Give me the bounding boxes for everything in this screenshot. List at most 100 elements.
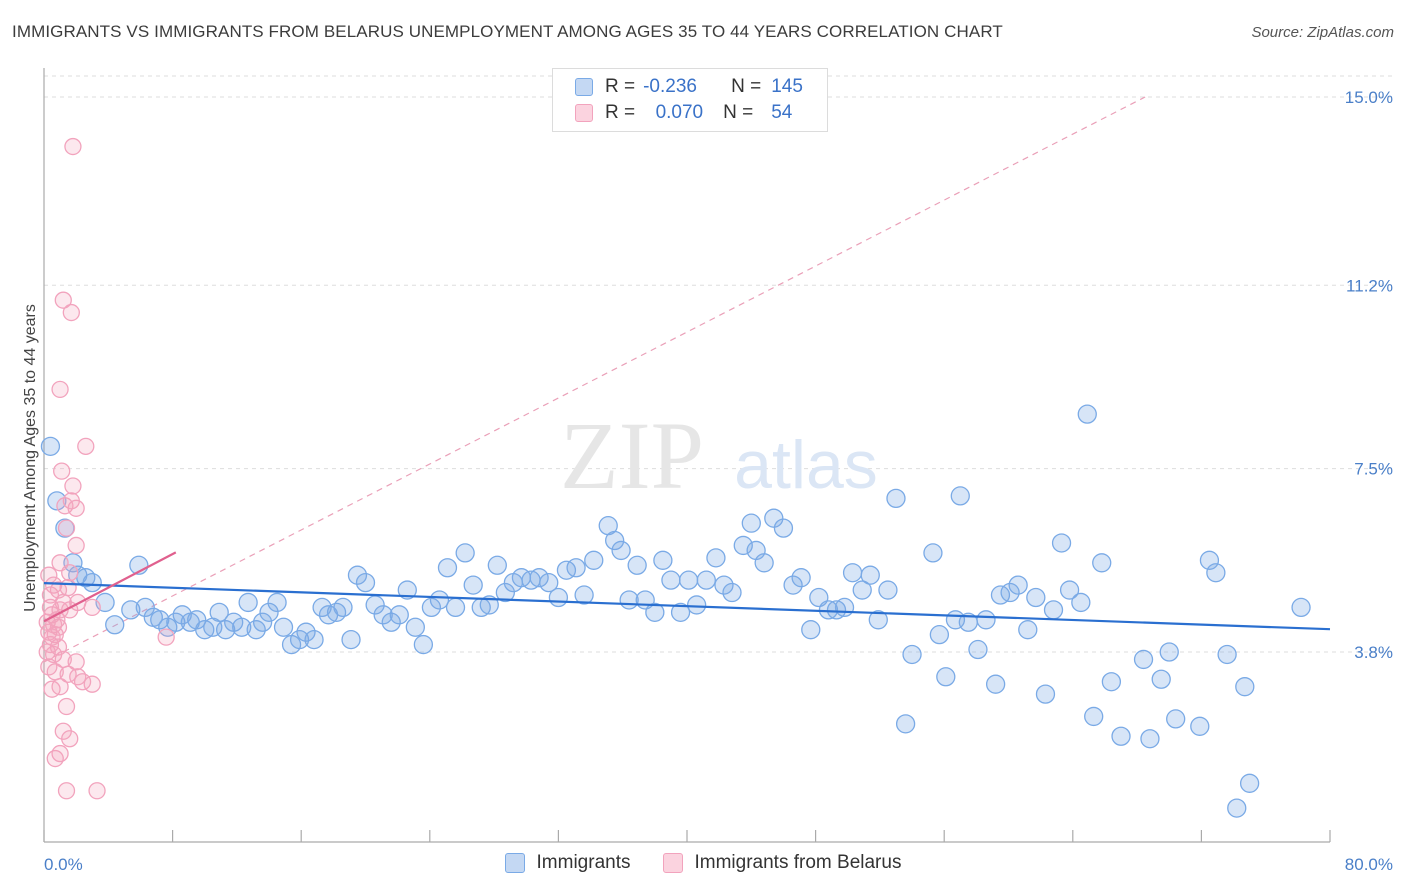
immigrants-point	[1018, 620, 1038, 640]
immigrants-point	[1092, 553, 1112, 573]
watermark-zip: ZIP	[560, 402, 704, 509]
immigrants-point	[1166, 709, 1186, 729]
belarus-point	[69, 668, 87, 686]
immigrants-point	[842, 563, 863, 583]
belarus-point	[59, 578, 77, 597]
n-label: N =	[731, 76, 762, 97]
r-label: R =	[605, 76, 636, 97]
r-value: -0.236	[643, 76, 697, 97]
belarus-point	[57, 782, 76, 800]
immigrants-point	[397, 580, 417, 600]
immigrants-point	[929, 625, 950, 645]
immigrants-point	[1035, 684, 1056, 704]
belarus-point	[64, 137, 82, 156]
legend-row-immigrants: R = -0.236 N = 145	[575, 74, 803, 100]
r-value: 0.070	[655, 102, 704, 123]
n-value: 54	[771, 102, 793, 123]
belarus-point	[83, 598, 101, 617]
belarus-point	[67, 499, 85, 517]
immigrants-point	[1059, 580, 1080, 600]
legend-item-belarus: Immigrants from Belarus	[662, 852, 902, 874]
immigrants-point	[902, 644, 922, 665]
immigrants-point	[1077, 404, 1097, 424]
immigrants-point	[373, 605, 393, 625]
watermark: ZIP atlas	[560, 402, 878, 509]
belarus-point	[67, 536, 85, 555]
immigrants-point	[611, 540, 631, 561]
immigrants-point	[495, 582, 516, 603]
immigrants-point	[487, 555, 507, 575]
immigrants-point	[923, 543, 943, 563]
immigrants-point	[1190, 716, 1210, 736]
axes	[43, 68, 1331, 843]
source-credit: Source: ZipAtlas.com	[1251, 24, 1394, 41]
immigrants-point	[1239, 773, 1260, 793]
immigrants-point	[429, 590, 450, 610]
immigrants-point	[619, 590, 639, 610]
immigrants-point	[326, 602, 347, 623]
legend-label-belarus: Immigrants from Belarus	[694, 852, 902, 873]
immigrants-point	[252, 612, 273, 632]
immigrants-point	[82, 572, 102, 593]
immigrants-point	[187, 610, 207, 630]
immigrants-point	[566, 558, 586, 578]
immigrants-point	[421, 597, 442, 618]
immigrants-point	[741, 513, 761, 533]
immigrants-point	[238, 592, 258, 613]
immigrants-point	[341, 629, 361, 650]
belarus-point	[77, 437, 95, 456]
immigrants-point	[773, 518, 794, 538]
immigrants-point	[355, 572, 376, 593]
belarus-legend-swatch	[662, 853, 683, 873]
belarus-point	[44, 576, 63, 594]
belarus-point	[64, 477, 82, 495]
belarus-point	[51, 380, 69, 399]
immigrants-point	[539, 572, 559, 593]
immigrants-point	[1084, 706, 1104, 727]
immigrants-point	[40, 436, 61, 457]
diagonal-reference-line	[43, 96, 1146, 663]
trend-lines	[43, 551, 1331, 631]
immigrants-point	[259, 602, 279, 623]
x-tick-label: 0.0%	[44, 855, 83, 874]
immigrants-point	[661, 570, 681, 590]
belarus-point	[88, 782, 106, 800]
immigrants-point	[1235, 677, 1255, 697]
immigrants-point	[463, 575, 483, 595]
belarus-point	[53, 462, 71, 480]
immigrants-point	[333, 597, 353, 618]
immigrants-point	[166, 612, 186, 632]
immigrants-point	[47, 491, 67, 511]
immigrants-point	[1206, 563, 1226, 583]
immigrants-point	[479, 595, 499, 615]
immigrants-point	[246, 620, 266, 640]
immigrants-point	[985, 674, 1006, 694]
immigrants-point	[860, 565, 880, 585]
immigrants-point	[548, 587, 569, 608]
immigrants-point	[706, 548, 726, 568]
chart-title: IMMIGRANTS VS IMMIGRANTS FROM BELARUS UN…	[12, 22, 1003, 41]
y-tick-label: 3.8%	[1354, 643, 1393, 662]
immigrants-point	[381, 612, 401, 632]
immigrants-point	[754, 553, 774, 573]
legend-item-immigrants: Immigrants	[504, 852, 631, 874]
immigrants-point	[1026, 587, 1046, 608]
belarus-point	[157, 628, 175, 646]
legend-label-immigrants: Immigrants	[536, 852, 631, 873]
x-tick-label: 80.0%	[1345, 855, 1393, 874]
immigrants-point	[209, 602, 229, 623]
immigrants-point	[121, 600, 141, 620]
stats-legend: R = -0.236 N = 145 R = 0.070 N = 54	[552, 68, 828, 132]
immigrants-point	[63, 553, 83, 573]
series-legend: Immigrants Immigrants from Belarus	[0, 852, 1406, 874]
y-tick-label: 15.0%	[1345, 88, 1393, 107]
immigrants-point	[1227, 798, 1247, 818]
immigrants-point	[653, 550, 673, 570]
immigrants-point	[1151, 669, 1171, 689]
immigrants-point	[1291, 597, 1311, 618]
immigrants-point	[304, 629, 324, 650]
immigrants-trend-line	[43, 582, 1331, 631]
y-tick-label: 7.5%	[1354, 460, 1393, 479]
belarus-point	[67, 653, 85, 671]
